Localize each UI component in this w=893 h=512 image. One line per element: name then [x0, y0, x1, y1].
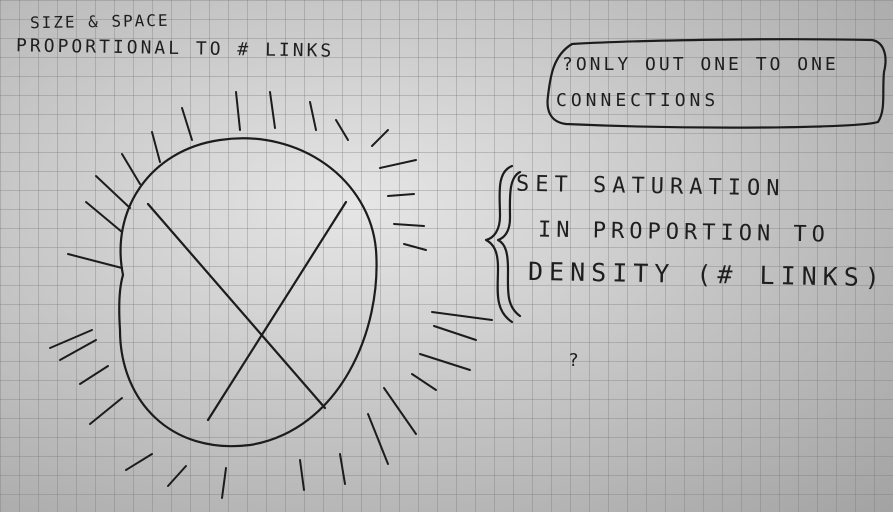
cross-line-b	[206, 200, 348, 422]
curly-brace	[484, 164, 514, 324]
node-circle	[118, 137, 378, 448]
note-box	[546, 38, 887, 129]
note-set-saturation: SET SATURATION	[515, 171, 786, 202]
cross-line-a	[146, 202, 327, 410]
note-in-proportion: IN PROPORTION TO	[537, 217, 831, 248]
note-connections: CONNECTIONS	[556, 90, 720, 111]
stray-question-mark: ?	[568, 350, 583, 371]
note-density-links: DENSITY (# LINKS)	[527, 256, 887, 293]
note-one-to-one: ?ONLY OUT ONE TO ONE	[562, 54, 839, 75]
link-ticks	[49, 91, 493, 499]
heading-size-space: SIZE & SPACE	[29, 10, 170, 33]
